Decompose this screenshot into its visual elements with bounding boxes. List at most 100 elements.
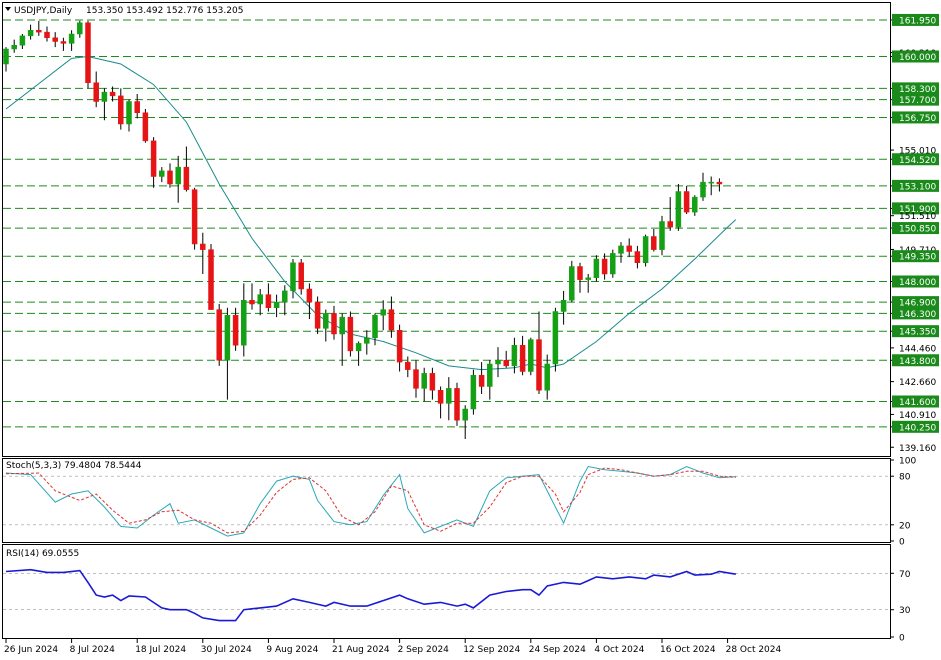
candle-body	[241, 300, 247, 346]
ohlc-values: 153.350 153.492 152.776 153.205	[86, 6, 243, 16]
candle-body	[306, 288, 313, 303]
price-level-label: 161.950	[899, 16, 936, 26]
rsi-panel-frame[interactable]	[2, 544, 891, 639]
candle-body	[134, 101, 140, 113]
chevron-down-icon[interactable]	[5, 7, 11, 11]
candle-body	[626, 245, 632, 252]
candle-body	[544, 363, 550, 391]
candle-body	[257, 294, 263, 305]
candle-body	[142, 112, 149, 142]
candle-body	[495, 360, 501, 365]
candle-body	[273, 301, 280, 308]
time-tick-label: 30 Jul 2024	[201, 645, 252, 655]
price-level-label: 149.350	[899, 253, 936, 263]
time-tick-label: 21 Aug 2024	[332, 645, 390, 655]
candle-body	[68, 33, 75, 44]
price-level-label: 145.350	[899, 328, 936, 338]
candle-body	[519, 345, 526, 372]
stochastic-layer	[3, 465, 890, 537]
time-tick-label: 24 Sep 2024	[529, 645, 586, 655]
candle-body	[536, 339, 542, 391]
candle-body	[708, 181, 714, 184]
candle-body	[19, 35, 26, 46]
price-level-box	[892, 179, 939, 192]
price-level-label: 146.300	[899, 310, 936, 320]
moving-average-line	[5, 55, 737, 371]
price-level-label: 151.900	[899, 205, 936, 215]
candle-body	[314, 301, 321, 329]
candle-body	[380, 309, 386, 316]
candle-body	[396, 330, 403, 363]
candle-body	[446, 388, 452, 404]
candlestick-series	[3, 20, 723, 439]
stoch-panel-frame[interactable]	[2, 458, 891, 543]
candle-body	[692, 196, 698, 213]
candle-body	[487, 363, 493, 387]
time-tick-label: 18 Jul 2024	[135, 645, 186, 655]
candle-body	[601, 258, 608, 275]
candle-body	[569, 266, 575, 301]
price-level-box	[892, 395, 939, 408]
price-level-label: 141.600	[899, 398, 936, 408]
candle-body	[249, 300, 255, 305]
candle-body	[421, 373, 427, 389]
candle-body	[675, 191, 682, 228]
moving-average-layer	[5, 55, 737, 371]
support-resistance-lines	[3, 19, 890, 428]
candle-body	[159, 170, 165, 177]
candle-body	[175, 166, 181, 185]
time-axis: 26 Jun 2024 8 Jul 2024 18 Jul 2024 30 Jul 2…	[4, 639, 782, 655]
candle-body	[27, 30, 34, 37]
candle-body	[85, 22, 91, 83]
price-level-box	[892, 354, 939, 367]
time-tick-label: 26 Jun 2024	[4, 645, 58, 655]
candle-body	[700, 181, 706, 198]
price-tick-label: 144.460	[899, 344, 936, 354]
time-tick-label: 4 Oct 2024	[594, 645, 644, 655]
time-tick-label: 9 Aug 2024	[266, 645, 318, 655]
candle-body	[355, 343, 362, 352]
candle-body	[528, 339, 534, 372]
symbol-title: USDJPY,Daily	[14, 6, 73, 16]
price-level-box	[892, 222, 939, 235]
price-level-box	[892, 325, 939, 338]
candle-body	[618, 245, 624, 254]
price-level-label: 154.520	[899, 156, 936, 166]
price-level-label: 140.250	[899, 423, 936, 433]
candle-body	[503, 360, 509, 367]
candle-body	[93, 82, 99, 102]
price-level-label: 153.100	[899, 182, 936, 192]
price-level-box	[892, 275, 939, 288]
price-level-box	[892, 13, 939, 26]
price-level-label: 146.900	[899, 299, 936, 309]
candle-body	[126, 101, 132, 125]
stoch-label: Stoch(5,3,3) 79.4804 78.5444	[6, 461, 142, 471]
candle-body	[298, 262, 304, 290]
price-panel-frame[interactable]	[2, 2, 891, 457]
candle-body	[11, 45, 17, 50]
stoch-tick-label: 80	[899, 473, 911, 483]
price-level-box	[892, 111, 939, 124]
price-level-box	[892, 153, 939, 166]
candle-body	[577, 266, 583, 280]
price-tick-label: 140.910	[899, 411, 936, 421]
rsi-tick-label: 0	[899, 634, 905, 644]
price-level-label: 158.300	[899, 85, 936, 95]
stochastic-axis: 100 80 20 0	[890, 457, 916, 548]
candle-body	[659, 221, 665, 250]
candle-body	[224, 315, 231, 361]
price-level-label: 148.000	[899, 278, 936, 288]
price-level-box	[892, 307, 939, 320]
candle-body	[208, 249, 214, 310]
candle-body	[511, 345, 518, 367]
rsi-layer	[3, 568, 890, 622]
candle-body	[478, 375, 485, 387]
candle-body	[3, 48, 9, 65]
price-tick-label: 139.160	[899, 444, 936, 454]
candle-body	[52, 37, 58, 42]
time-tick-label: 28 Oct 2024	[726, 645, 782, 655]
candle-body	[560, 300, 567, 312]
candle-body	[585, 277, 591, 280]
candle-body	[44, 31, 50, 38]
